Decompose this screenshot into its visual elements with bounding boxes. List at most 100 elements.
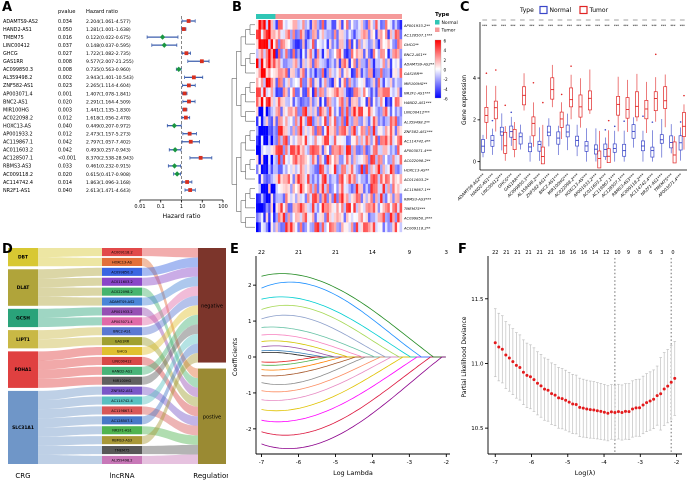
svg-text:RBMS3-AS3***: RBMS3-AS3*** (404, 197, 431, 201)
panel-sankey: D DBT DLAT GCSH LIPT1 PDHA1 SLC31A1 AC009118.2… (0, 242, 228, 484)
svg-text:0.040: 0.040 (58, 188, 72, 194)
svg-text:0.042: 0.042 (58, 148, 72, 154)
svg-text:16: 16 (570, 250, 576, 256)
svg-text:0.034: 0.034 (58, 19, 72, 25)
svg-text:21: 21 (332, 250, 339, 256)
svg-text:0.014: 0.014 (58, 180, 72, 186)
svg-text:***: *** (642, 24, 647, 28)
svg-text:1.441(1.135-1.830): 1.441(1.135-1.830) (86, 107, 131, 113)
svg-text:0.148(0.037-0.595): 0.148(0.037-0.595) (86, 43, 131, 49)
svg-text:1: 1 (180, 204, 183, 210)
svg-text:PDHA1: PDHA1 (15, 367, 32, 373)
svg-text:0.008: 0.008 (58, 67, 72, 73)
svg-text:ADAMTS9-AS2: ADAMTS9-AS2 (3, 19, 38, 25)
svg-text:0.615(0.417-0.908): 0.615(0.417-0.908) (86, 172, 131, 178)
svg-text:***: *** (482, 24, 487, 28)
svg-text:***: *** (614, 24, 619, 28)
svg-text:Normal: Normal (442, 20, 458, 26)
svg-text:-2: -2 (444, 77, 449, 82)
svg-text:0.01: 0.01 (134, 204, 145, 210)
svg-text:AL359498.2: AL359498.2 (3, 75, 32, 81)
svg-text:ADAMTS9-AS2: ADAMTS9-AS2 (109, 300, 134, 304)
svg-text:AC009118.2**: AC009118.2** (403, 226, 431, 230)
svg-text:AC022098.2: AC022098.2 (3, 115, 33, 121)
svg-text:3.943(1.401-10.543): 3.943(1.401-10.543) (86, 75, 134, 81)
svg-text:AC114742.4: AC114742.4 (3, 180, 33, 186)
svg-text:GHCG**: GHCG** (404, 43, 419, 47)
svg-text:AC099850.3: AC099850.3 (3, 67, 33, 73)
svg-text:0.493(0.257-0.943): 0.493(0.257-0.943) (86, 148, 131, 154)
cv-points (493, 308, 677, 442)
svg-text:2.265(1.114-4.604): 2.265(1.114-4.604) (86, 83, 131, 89)
svg-text:AC128507.1: AC128507.1 (3, 156, 33, 162)
sankey-nodes: DBT DLAT GCSH LIPT1 PDHA1 SLC31A1 AC009118.2 HO… (8, 248, 226, 464)
svg-text:negative: negative (201, 303, 223, 309)
svg-text:AC114742.4**: AC114742.4** (403, 140, 431, 144)
svg-text:0.735(0.563-0.960): 0.735(0.563-0.960) (86, 67, 131, 73)
svg-text:GHCG: GHCG (3, 51, 18, 57)
svg-text:-5: -5 (333, 460, 339, 466)
svg-text:21: 21 (295, 250, 302, 256)
svg-text:Gene expression: Gene expression (461, 75, 468, 125)
svg-text:AP001933.2**: AP001933.2** (403, 24, 430, 28)
svg-text:AC128507.1: AC128507.1 (111, 419, 132, 423)
svg-text:-3: -3 (638, 460, 644, 466)
svg-text:4: 4 (444, 48, 447, 53)
svg-text:Tumor: Tumor (589, 7, 609, 14)
svg-text:AP001933.2: AP001933.2 (3, 132, 33, 138)
svg-text:3: 3 (445, 250, 449, 256)
svg-text:8: 8 (638, 250, 641, 256)
svg-text:BNC2-AS1: BNC2-AS1 (3, 99, 28, 105)
svg-text:AP003071.4: AP003071.4 (3, 91, 33, 97)
svg-text:AC011603.2: AC011603.2 (111, 280, 132, 284)
svg-text:AC119867.1: AC119867.1 (111, 409, 132, 413)
svg-text:2.291(1.164-4.509): 2.291(1.164-4.509) (86, 99, 131, 105)
svg-text:2.473(1.157-5.273): 2.473(1.157-5.273) (86, 132, 131, 138)
svg-text:NR2F1-AS1: NR2F1-AS1 (112, 429, 132, 433)
svg-text:0.002: 0.002 (58, 75, 72, 81)
svg-text:***: *** (604, 24, 609, 28)
cv-curve-svg: -7 -6 -5 -4 -3 -2 10.5 11.0 11.5 22 21 21 21 21 21 18 16… (461, 250, 682, 477)
svg-text:***: *** (595, 24, 600, 28)
svg-text:16: 16 (581, 250, 587, 256)
svg-text:-4: -4 (601, 460, 607, 466)
svg-text:ADAMTS9-AS2**: ADAMTS9-AS2** (403, 62, 434, 66)
svg-text:ZNF582-AS1***: ZNF582-AS1*** (403, 130, 433, 134)
svg-text:1: 1 (248, 319, 252, 325)
svg-text:MIR100HG: MIR100HG (3, 107, 29, 113)
panel-b-label: B (232, 0, 242, 15)
svg-text:21: 21 (503, 250, 509, 256)
svg-text:11.0: 11.0 (471, 361, 484, 367)
svg-text:9: 9 (627, 250, 630, 256)
svg-text:AP001933.2: AP001933.2 (111, 310, 132, 314)
svg-text:GAS1RR: GAS1RR (3, 59, 24, 65)
svg-text:2: 2 (444, 58, 447, 63)
panel-boxplot: C 0 2 4 Gene expression Type Normal Tumor *** AD… (458, 0, 689, 242)
svg-text:TMEM75***: TMEM75*** (404, 207, 425, 211)
svg-text:AC114742.4: AC114742.4 (111, 399, 133, 403)
svg-text:1.281(1.001-1.638): 1.281(1.001-1.638) (86, 27, 131, 33)
svg-text:***: *** (520, 24, 525, 28)
boxplot-legend: Type Normal Tumor (519, 5, 609, 15)
svg-text:-2: -2 (444, 460, 449, 466)
svg-text:8.370(2.538-28.943): 8.370(2.538-28.943) (86, 156, 134, 162)
svg-text:AC022098.2: AC022098.2 (111, 290, 132, 294)
svg-text:***: *** (567, 24, 572, 28)
svg-text:Hazard ratio: Hazard ratio (162, 213, 200, 220)
svg-text:TMEM75: TMEM75 (114, 448, 130, 452)
svg-text:0.008: 0.008 (58, 59, 72, 65)
svg-text:0.023: 0.023 (58, 83, 72, 89)
svg-text:9: 9 (408, 250, 412, 256)
svg-text:***: *** (633, 24, 638, 28)
svg-text:Tumor: Tumor (441, 28, 456, 34)
svg-text:2: 2 (248, 283, 252, 289)
svg-text:BNC2-AS1: BNC2-AS1 (113, 330, 131, 334)
svg-text:Regulation: Regulation (193, 472, 228, 480)
svg-text:AC009118.2: AC009118.2 (3, 172, 33, 178)
svg-text:14: 14 (592, 250, 598, 256)
svg-text:RBMS3-AS3: RBMS3-AS3 (112, 439, 132, 443)
svg-text:lncRNA: lncRNA (109, 472, 134, 480)
svg-text:ZNF582-AS1: ZNF582-AS1 (3, 83, 33, 89)
